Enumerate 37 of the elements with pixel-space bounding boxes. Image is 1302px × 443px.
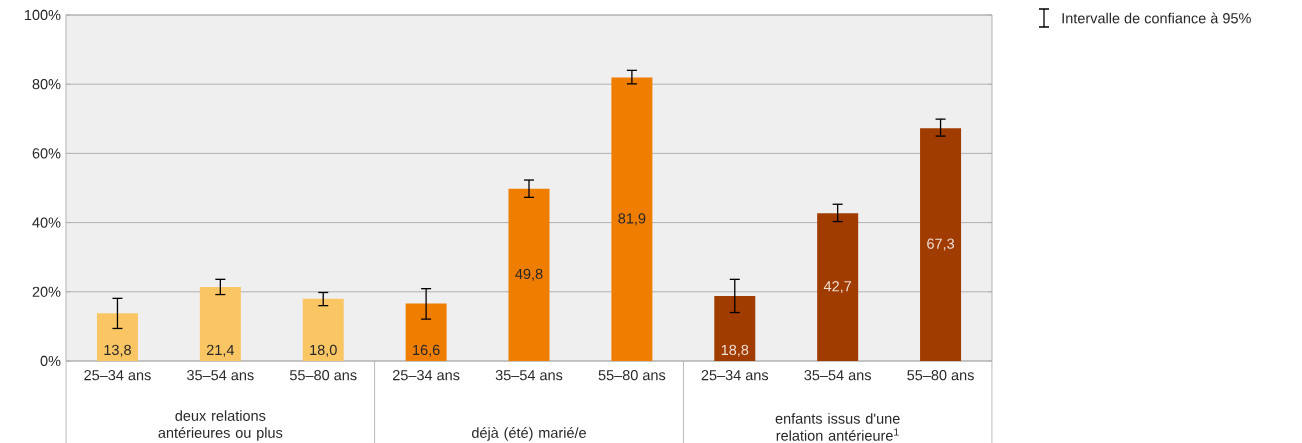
data-label: 49,8 xyxy=(515,268,543,281)
data-label: 81,9 xyxy=(618,213,646,226)
data-label: 13,8 xyxy=(104,344,131,357)
x-tick-label: 35–54 ans xyxy=(495,370,563,381)
bar xyxy=(611,77,653,361)
y-tick-label: 0% xyxy=(40,355,61,367)
y-tick-label: 100% xyxy=(24,9,61,21)
data-label: 67,3 xyxy=(927,238,955,251)
y-tick-label: 40% xyxy=(32,217,61,228)
x-tick-label: 25–34 ans xyxy=(392,370,460,381)
text: Intervalle de confiance à 95% xyxy=(1062,12,1251,24)
data-label: 21,4 xyxy=(206,344,235,357)
x-tick-label: 35–54 ans xyxy=(804,370,871,381)
bar xyxy=(714,295,756,361)
text: enfants issus d'une relation antérieure$^{1}$ xyxy=(775,413,900,441)
bar xyxy=(302,298,344,361)
bar xyxy=(817,213,859,361)
data-label: 18,8 xyxy=(721,344,749,357)
text: déjà (été) marié/e xyxy=(471,427,586,441)
x-tick-label: 25–34 ans xyxy=(701,370,769,381)
y-tick-label: 80% xyxy=(32,79,61,90)
bar xyxy=(405,303,447,361)
data-label: 18,0 xyxy=(310,344,337,357)
bar xyxy=(96,313,138,361)
bar xyxy=(199,286,241,361)
data-label: 16,6 xyxy=(413,344,440,357)
x-tick-label: 55–80 ans xyxy=(289,370,357,381)
y-tick-label: 20% xyxy=(32,286,61,297)
bar xyxy=(920,128,962,361)
text: deux relations antérieures ou plus xyxy=(158,410,283,441)
x-tick-label: 35–54 ans xyxy=(187,370,254,381)
x-tick-label: 55–80 ans xyxy=(907,370,974,381)
y-tick-label: 60% xyxy=(32,148,61,159)
x-tick-label: 25–34 ans xyxy=(84,370,151,381)
bar xyxy=(508,188,550,361)
x-tick-label: 55–80 ans xyxy=(598,370,666,381)
data-label: 42,7 xyxy=(823,281,852,294)
